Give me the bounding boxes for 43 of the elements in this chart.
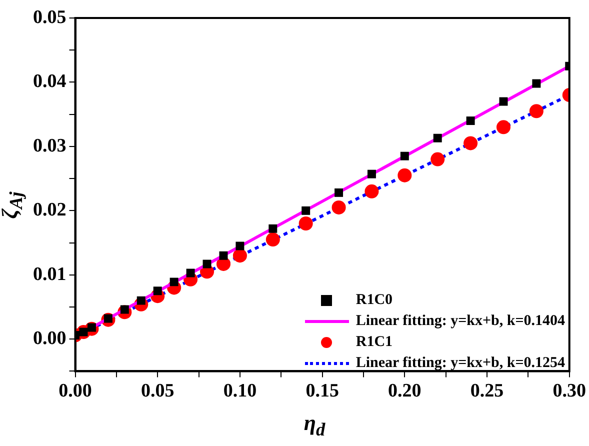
point [529,104,544,118]
point [367,170,376,178]
y-tick-label: 0.00 [33,328,66,349]
point [302,206,310,215]
point [499,97,508,106]
point [153,286,162,296]
x-tick-label: 0.30 [552,380,586,402]
y-tick-label: 0.04 [33,71,67,92]
y-tick-label: 0.03 [33,135,66,156]
point [364,184,379,198]
point [334,188,344,197]
point [400,152,409,160]
x-tick-label: 0.05 [140,380,174,402]
point [170,278,178,286]
x-axis-title: η$_{d}$ [302,410,326,440]
point [332,200,346,214]
point [464,136,478,150]
legend-label: Linear fitting: y=kx+b, k=0.1404 [356,312,565,331]
x-tick-label: 0.15 [306,380,339,402]
point [496,120,510,134]
point [433,134,442,142]
x-tick-label: 0.20 [388,380,422,402]
point [532,79,541,88]
point [430,152,445,166]
legend-label: R1C0 [356,291,393,310]
x-tick-label: 0.00 [58,380,92,402]
point [236,242,244,250]
point [186,268,195,278]
point [298,216,313,230]
y-tick-label: 0.02 [33,200,66,221]
point [219,251,228,260]
y-tick-label: 0.05 [33,6,66,28]
x-tick-label: 0.10 [223,380,257,402]
point [268,224,278,233]
point [466,116,475,125]
legend-label: Linear fitting: y=kx+b, k=0.1254 [356,354,565,373]
point [398,168,412,182]
x-tick-label: 0.25 [470,380,504,402]
legend-label: R1C1 [356,333,393,352]
point [232,248,247,263]
y-tick-label: 0.01 [33,264,66,285]
point [202,260,212,268]
point [266,232,280,247]
